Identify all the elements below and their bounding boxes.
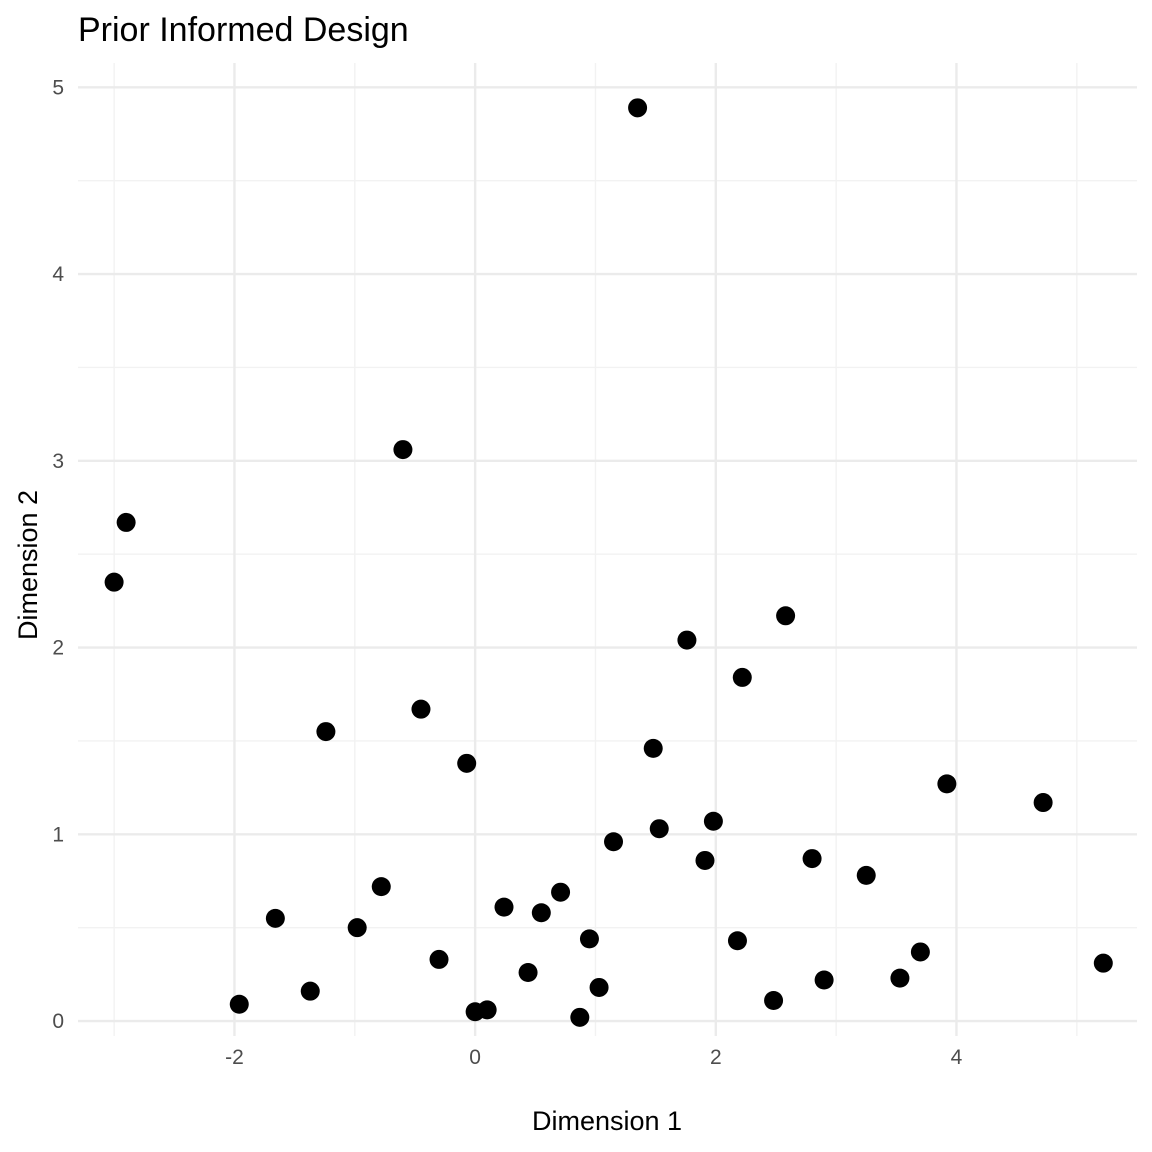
data-point [649,819,669,839]
major-gridlines [78,63,1137,1036]
x-tick-label: -2 [225,1046,244,1069]
data-point [604,832,624,852]
data-point [518,963,538,983]
data-point [393,440,413,460]
data-point [300,981,320,1001]
x-tick-label: 0 [469,1046,481,1069]
x-tick-label: 2 [710,1046,722,1069]
chart-title: Prior Informed Design [78,11,409,49]
y-tick-label: 5 [52,76,64,99]
data-point [856,865,876,885]
data-point [531,903,551,923]
y-tick-label: 4 [52,263,64,286]
data-point [764,991,784,1011]
data-point [116,512,136,532]
data-point [316,722,336,742]
data-point [457,753,477,773]
data-point [910,942,930,962]
y-tick-label: 2 [52,637,64,660]
data-point [703,811,723,831]
data-point [1093,953,1113,973]
y-tick-label: 0 [52,1010,64,1033]
data-point [628,98,648,118]
x-tick-label: 4 [951,1046,963,1069]
data-point [802,849,822,869]
data-point [494,897,514,917]
data-point [570,1007,590,1027]
minor-gridlines [78,63,1137,1036]
data-point [695,850,715,870]
data-point [589,977,609,997]
data-point [937,774,957,794]
data-point [465,1002,485,1022]
data-point [411,699,431,719]
y-tick-label: 3 [52,450,64,473]
data-point [1033,793,1053,813]
data-point [732,667,752,687]
y-axis-title: Dimension 2 [13,490,43,640]
y-tick-label: 1 [52,823,64,846]
data-point [890,968,910,988]
x-axis-title: Dimension 1 [532,1106,682,1136]
data-point [371,877,391,897]
data-point [776,606,796,626]
data-points [104,98,1113,1027]
data-point [727,931,747,951]
data-point [429,949,449,969]
data-point [104,572,124,592]
data-point [677,630,697,650]
data-point [643,738,663,758]
data-point [229,994,249,1014]
data-point [265,908,285,928]
x-axis-ticks: -2 0 2 4 [225,1046,963,1069]
data-point [347,918,367,938]
data-point [579,929,599,949]
data-point [814,970,834,990]
data-point [551,882,571,902]
y-axis-ticks: 0 1 2 3 4 5 [52,76,64,1033]
